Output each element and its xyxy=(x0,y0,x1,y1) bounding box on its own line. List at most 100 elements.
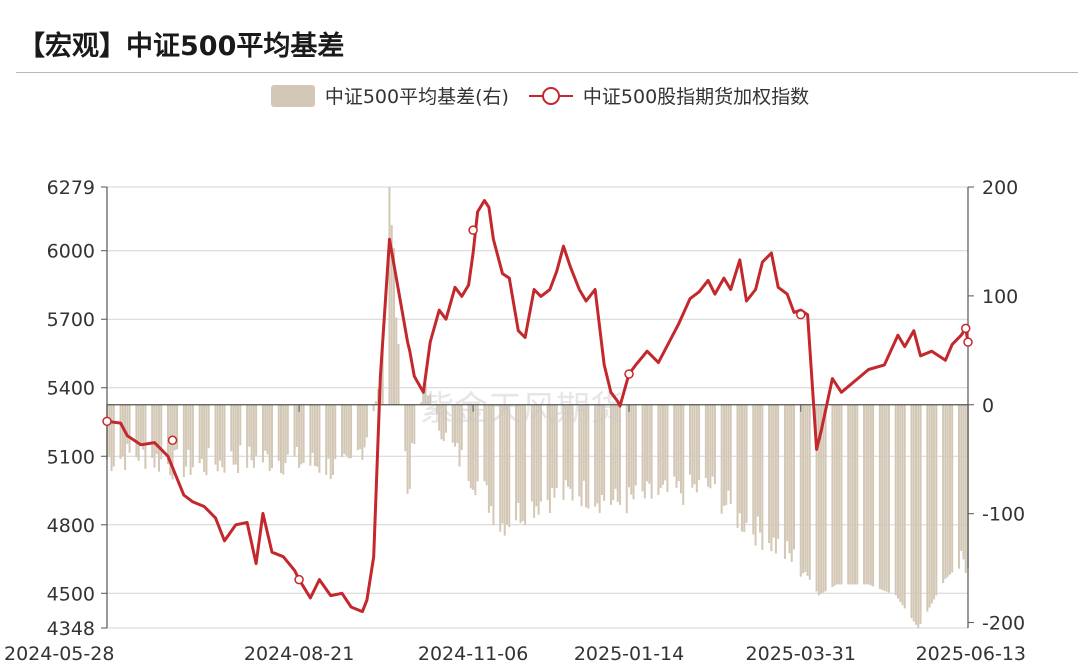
basis-bar xyxy=(722,404,725,506)
legend-bar-swatch xyxy=(270,84,315,107)
basis-bar xyxy=(677,404,680,482)
basis-bar xyxy=(160,404,163,460)
index-point-marker xyxy=(167,435,178,446)
basis-bar xyxy=(363,404,366,448)
basis-bar xyxy=(521,404,524,522)
basis-bar xyxy=(664,404,667,481)
basis-bar xyxy=(618,404,621,505)
basis-bar xyxy=(741,404,744,532)
basis-bar xyxy=(413,404,416,445)
basis-bar xyxy=(831,404,834,588)
basis-bar xyxy=(230,404,233,452)
basis-bar xyxy=(854,404,857,585)
basis-bar xyxy=(580,404,583,507)
index-markers xyxy=(102,225,973,585)
basis-bar xyxy=(167,404,170,465)
index-point-marker xyxy=(624,369,634,379)
basis-bar xyxy=(944,404,947,579)
basis-bar xyxy=(774,404,777,554)
basis-bar xyxy=(309,404,312,466)
basis-bar xyxy=(609,404,612,505)
basis-bar xyxy=(223,404,226,473)
basis-bar xyxy=(661,404,664,485)
basis-bar xyxy=(806,404,809,576)
basis-bar xyxy=(142,404,145,450)
basis-bar xyxy=(515,404,518,521)
basis-bar xyxy=(359,404,362,450)
basis-bar xyxy=(926,404,929,612)
basis-bar xyxy=(571,404,574,501)
legend-line-swatch xyxy=(528,86,573,105)
basis-bar xyxy=(865,404,868,585)
basis-bar xyxy=(406,404,409,494)
basis-bar xyxy=(424,383,427,405)
basis-bar xyxy=(472,404,475,490)
basis-bar xyxy=(770,404,773,552)
basis-bar xyxy=(792,404,795,550)
basis-bar xyxy=(917,404,920,628)
basis-bar xyxy=(582,404,585,481)
basis-bar xyxy=(316,404,319,467)
basis-bar xyxy=(139,404,142,446)
basis-bar xyxy=(564,404,567,481)
basis-bar xyxy=(492,404,495,526)
basis-bar xyxy=(804,404,807,572)
basis-bar xyxy=(189,404,192,475)
basis-bar xyxy=(343,404,346,455)
basis-bar xyxy=(539,404,542,502)
legend-item-basis[interactable]: 中证500平均基差(右) xyxy=(270,82,509,109)
basis-bar xyxy=(252,404,255,468)
basis-bar xyxy=(203,404,206,472)
basis-bar xyxy=(772,404,775,538)
basis-bar xyxy=(666,404,669,493)
basis-bar xyxy=(600,404,603,496)
chart-title: 【宏观】中证500平均基差 xyxy=(18,31,345,62)
basis-bar xyxy=(372,404,375,412)
basis-bar xyxy=(689,404,692,475)
basis-bar xyxy=(112,404,115,467)
left-axis-label: 6279 xyxy=(47,177,95,199)
basis-bar xyxy=(786,404,789,542)
basis-bar xyxy=(849,404,852,585)
basis-bar xyxy=(919,404,922,624)
basis-bar xyxy=(237,404,240,473)
basis-bar xyxy=(490,404,493,507)
basis-bar xyxy=(334,404,337,460)
basis-bar xyxy=(951,404,954,573)
basis-bar xyxy=(885,404,888,592)
basis-bar xyxy=(218,404,221,461)
basis-bar xyxy=(393,248,395,405)
x-axis-label: 2025-01-14 xyxy=(574,643,684,665)
basis-bar xyxy=(135,404,138,458)
basis-bar xyxy=(533,404,536,518)
basis-bar xyxy=(903,404,906,609)
basis-bar xyxy=(867,404,870,585)
basis-bar xyxy=(205,404,208,476)
basis-bar xyxy=(110,404,113,472)
basis-bar xyxy=(128,404,131,453)
watermark: 紫金天风期货 xyxy=(420,389,624,429)
legend-item-index[interactable]: 中证500股指期货加权指数 xyxy=(528,82,809,109)
basis-bar xyxy=(808,404,811,580)
basis-bar xyxy=(835,404,838,585)
basis-bar xyxy=(232,404,235,465)
basis-bar xyxy=(508,404,511,528)
index-point-marker xyxy=(294,574,304,585)
basis-bar xyxy=(659,404,662,488)
basis-bar xyxy=(964,404,967,573)
basis-bar xyxy=(137,404,140,461)
basis-bar xyxy=(345,404,348,456)
basis-bar xyxy=(282,404,285,475)
basis-bar xyxy=(153,404,156,468)
basis-bar xyxy=(435,404,438,414)
basis-bar xyxy=(815,404,818,592)
basis-bar xyxy=(442,404,445,442)
left-axis-label: 5700 xyxy=(47,309,95,331)
basis-bar xyxy=(530,404,533,502)
basis-bar xyxy=(426,395,429,405)
basis-bar xyxy=(551,404,554,489)
right-axis-label: -100 xyxy=(982,504,1025,526)
basis-bar xyxy=(930,404,933,604)
basis-bar xyxy=(738,404,741,514)
index-line xyxy=(106,199,970,614)
